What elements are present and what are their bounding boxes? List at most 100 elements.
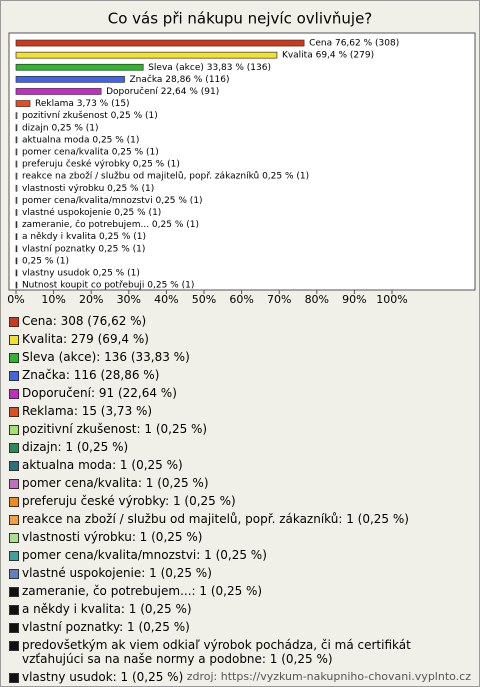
legend-swatch <box>9 514 19 525</box>
bar <box>15 197 18 204</box>
legend-label: Kvalita: 279 (69,4 %) <box>22 331 149 346</box>
bar <box>15 221 18 228</box>
legend-swatch <box>9 496 19 507</box>
x-tick-label: 50% <box>192 293 216 306</box>
bar-label: reakce na zboží / službu od majitelů, po… <box>22 171 309 182</box>
bar-label: Nutnost koupit co potřebuji 0,25 % (1) <box>22 281 194 291</box>
chart-title: Co vás při nákupu nejvíc ovlivňuje? <box>108 10 373 28</box>
legend-swatch <box>9 388 19 399</box>
bar <box>15 88 102 95</box>
bar-label: Sleva (akce) 33,83 % (136) <box>148 63 271 73</box>
legend-label: pomer cena/kvalita/mnozstvi: 1 (0,25 %) <box>22 547 267 562</box>
bar <box>15 257 18 265</box>
bar-label: dizajn 0,25 % (1) <box>22 123 99 133</box>
legend-label: preferuju české výrobky: 1 (0,25 %) <box>22 493 236 508</box>
legend-label: vlastní poznatky: 1 (0,25 %) <box>22 619 190 634</box>
legend-label: Cena: 308 (76,62 %) <box>22 314 147 328</box>
legend-swatch <box>9 442 19 453</box>
plot-frame <box>8 32 476 291</box>
legend-item: a někdy i kvalita: 1 (0,25 %) <box>9 602 474 617</box>
x-tick-label: 70% <box>267 293 291 306</box>
bar-label: vlastní poznatky 0,25 % (1) <box>22 244 145 254</box>
source: zdroj: https://vyzkum-nakupniho-chovani.… <box>186 670 471 683</box>
legend-item: pomer cena/kvalita/mnozstvi: 1 (0,25 %) <box>9 548 474 563</box>
bar-label: vlastny usudok 0,25 % (1) <box>22 268 140 278</box>
bar <box>15 100 31 107</box>
legend-label: pomer cena/kvalita: 1 (0,25 %) <box>22 475 209 490</box>
legend-swatch <box>9 622 19 633</box>
legend-label: vlastnosti výrobku: 1 (0,25 %) <box>22 529 203 544</box>
legend-item: zameranie, čo potrebujem...: 1 (0,25 %) <box>9 584 474 599</box>
legend-item: Kvalita: 279 (69,4 %) <box>9 332 474 347</box>
legend-swatch <box>9 460 19 471</box>
legend-swatch <box>9 478 19 489</box>
legend-item: Sleva (akce): 136 (33,83 %) <box>9 350 474 365</box>
x-tick-label: 20% <box>79 293 103 306</box>
legend-swatch <box>9 604 19 615</box>
legend-label: reakce na zboží / službu od majitelů, po… <box>22 511 409 526</box>
legend-label: a někdy i kvalita: 1 (0,25 %) <box>22 601 192 616</box>
legend-swatch <box>9 586 19 597</box>
legend-item: vlastny usudok: 1 (0,25 %) <box>9 670 474 685</box>
bar-label: Reklama 3,73 % (15) <box>35 99 130 109</box>
bar <box>15 148 18 156</box>
bar-label: pomer cena/kvalita/mnozstvi 0,25 % (1) <box>22 196 203 206</box>
bar <box>15 209 18 216</box>
legend-item: aktualna moda: 1 (0,25 %) <box>9 458 474 473</box>
bar-label: 0,25 % (1) <box>22 256 69 266</box>
legend-label: predovšetkým ak viem odkiaľ výrobok poch… <box>22 637 411 667</box>
bar-label: aktualna moda 0,25 % (1) <box>22 135 139 145</box>
legend-label: Sleva (akce): 136 (33,83 %) <box>22 349 190 364</box>
legend-swatch <box>9 352 19 363</box>
bar-label: vlastnosti výrobku 0,25 % (1) <box>22 184 154 194</box>
bar <box>15 184 18 192</box>
x-tick-label: 0% <box>7 293 24 306</box>
bar-label: pomer cena/kvalita 0,25 % (1) <box>22 147 159 157</box>
legend: Cena: 308 (76,62 %) Kvalita: 279 (69,4 %)… <box>9 314 474 686</box>
legend-swatch <box>9 424 19 435</box>
legend-swatch <box>9 317 19 327</box>
bar <box>15 136 18 144</box>
x-tick-label: 100% <box>376 293 407 306</box>
bar <box>15 39 305 47</box>
bar <box>15 124 18 132</box>
bar-label: pozitivní zkušenost 0,25 % (1) <box>22 110 158 121</box>
legend-swatch <box>9 673 19 684</box>
legend-item: Cena: 308 (76,62 %) <box>9 314 474 329</box>
bar <box>15 112 18 120</box>
legend-item: Reklama: 15 (3,73 %) <box>9 404 474 419</box>
legend-item: Doporučení: 91 (22,64 %) <box>9 386 474 401</box>
bar-label: a někdy i kvalita 0,25 % (1) <box>22 232 146 242</box>
bar <box>15 51 278 59</box>
legend-label: Značka: 116 (28,86 %) <box>22 367 160 382</box>
x-tick-label: 10% <box>41 293 65 306</box>
legend-swatch <box>9 532 19 543</box>
x-tick-label: 60% <box>229 293 253 306</box>
bar <box>15 75 125 83</box>
bar <box>15 281 18 289</box>
bar-label: Kvalita 69,4 % (279) <box>282 51 374 61</box>
legend-item: pozitivní zkušenost: 1 (0,25 %) <box>9 422 474 437</box>
legend-swatch <box>9 334 19 345</box>
legend-swatch <box>9 550 19 561</box>
legend-item: predovšetkým ak viem odkiaľ výrobok poch… <box>9 638 474 667</box>
legend-swatch <box>9 640 19 651</box>
legend-item: Značka: 116 (28,86 %) <box>9 368 474 383</box>
legend-label: zameranie, čo potrebujem...: 1 (0,25 %) <box>22 583 263 598</box>
legend-label: dizajn: 1 (0,25 %) <box>22 439 129 454</box>
x-tick-label: 40% <box>154 293 178 306</box>
bar-label: vlastné uspokojenie 0,25 % (1) <box>22 207 161 218</box>
bar-label: zameranie, čo potrebujem... 0,25 % (1) <box>22 219 199 230</box>
bar <box>15 269 18 277</box>
bar <box>15 160 18 168</box>
bar-label: Doporučení 22,64 % (91) <box>106 86 219 97</box>
bar <box>15 172 18 180</box>
x-tick-label: 30% <box>117 293 141 306</box>
legend-item: dizajn: 1 (0,25 %) <box>9 440 474 455</box>
bar <box>15 63 144 71</box>
legend-item: reakce na zboží / službu od majitelů, po… <box>9 512 474 527</box>
legend-label: pozitivní zkušenost: 1 (0,25 %) <box>22 421 208 436</box>
chart: Co vás při nákupu nejvíc ovlivňuje? 0% 10… <box>7 10 476 306</box>
legend-label: Reklama: 15 (3,73 %) <box>22 403 153 418</box>
